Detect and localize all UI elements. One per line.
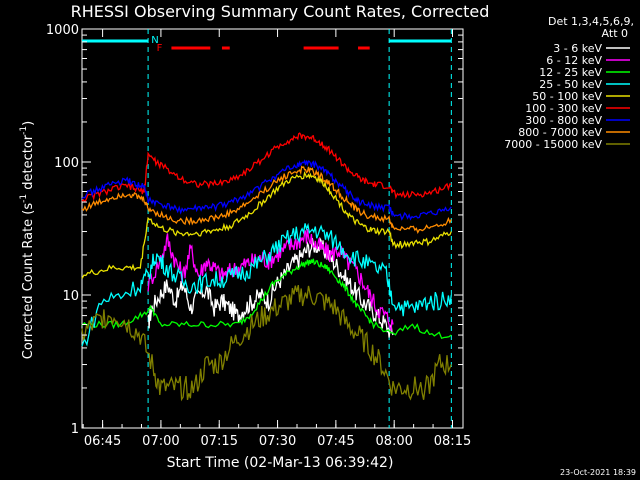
legend-entry-label: 300 - 800 keV [525,114,602,127]
y-axis-label-end: ) [21,121,36,126]
y-axis-label-main: Corrected Count Rate (s [21,203,36,360]
x-axis-label: Start Time (02-Mar-13 06:39:42) [167,455,394,471]
x-tick-label: 07:45 [317,434,354,449]
y-axis-label-exp2: -1 [19,126,29,135]
legend-entry-label: 7000 - 15000 keV [504,138,602,151]
legend-entry-label: 3 - 6 keV [553,42,602,55]
axis-layer: 06:45 07:00 07:15 07:30 07:45 08:00 08:15 1 10 10… [46,23,471,449]
x-tick-label: 06:45 [84,434,121,449]
series-line [81,132,452,204]
series-line [81,170,452,279]
x-tick-label: 08:15 [434,434,471,449]
plot-frame [81,28,464,429]
series-line [81,159,452,221]
y-axis-label: Corrected Count Rate (s-1 detector-1) [19,121,36,359]
y-tick-label: 100 [54,156,79,171]
y-axis-label-mid: detector [21,134,36,194]
series-line [81,165,452,234]
timestamp: 23-Oct-2021 18:39 [560,468,636,477]
legend-entry-label: 100 - 300 keV [525,102,602,115]
legend-entry-label: 25 - 50 keV [539,78,602,91]
legend-entry-label: 50 - 100 keV [532,90,602,103]
x-tick-label: 07:30 [259,434,296,449]
attenuator-flag-label: N [151,35,158,46]
series-line [147,236,394,338]
x-tick-label: 07:15 [201,434,238,449]
series-line [147,229,394,332]
y-tick-label: 1 [71,422,79,437]
x-tick-label: 07:00 [142,434,179,449]
flare-flag-label: F [157,43,163,54]
chart-title: RHESSI Observing Summary Count Rates, Co… [71,2,490,21]
legend-entry-label: 6 - 12 keV [546,54,602,67]
y-axis-label-exp: -1 [19,194,29,203]
plot-border [81,28,464,429]
y-tick-label: 10 [62,289,79,304]
flag-layer: NF [82,29,452,428]
series-layer [81,132,452,402]
y-tick-label: 1000 [46,23,79,38]
series-line [81,258,452,339]
legend-entry-label: 800 - 7000 keV [518,126,602,139]
legend-header-line-2: Att 0 [602,27,628,40]
series-line [81,284,452,402]
legend-header-line-1: Det 1,3,4,5,6,9, [548,15,634,28]
x-tick-label: 08:00 [375,434,412,449]
legend-entry-label: 12 - 25 keV [539,66,602,79]
series-line [81,222,452,347]
